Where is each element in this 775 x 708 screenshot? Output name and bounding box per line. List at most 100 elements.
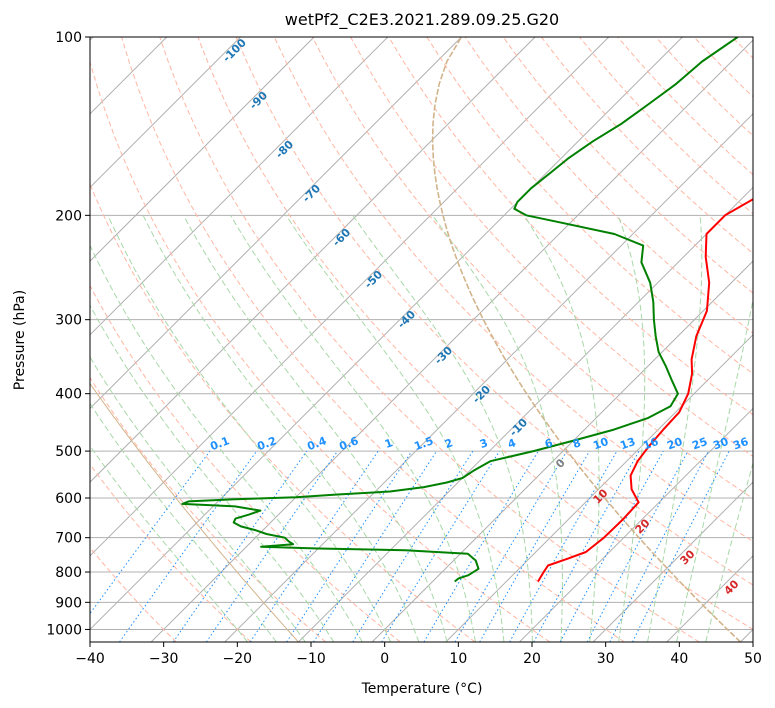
isotherm-line [90, 37, 462, 410]
mixing-ratio-line [559, 450, 664, 642]
isotherm-line [90, 37, 683, 631]
x-tick-label: −20 [223, 651, 253, 667]
isotherm-line [90, 37, 610, 557]
isotherm-line [150, 39, 753, 642]
mixing-ratio-line [119, 450, 258, 642]
moist-adiabat-line [90, 304, 335, 642]
moist-adiabat-line [183, 215, 448, 642]
isotherm-line [90, 37, 536, 483]
isotherm-line [90, 37, 315, 262]
x-tick-label: 50 [744, 651, 762, 667]
y-tick-label: 500 [55, 444, 82, 460]
temperature-profile-line [537, 198, 753, 583]
x-tick-label: 30 [597, 651, 615, 667]
moist-adiabat-line [90, 356, 306, 642]
mixing-ratio-line [352, 450, 474, 642]
isotherm-line [445, 334, 753, 642]
y-tick-label: 800 [55, 565, 82, 581]
dry-adiabat-line [388, 37, 753, 416]
mixing-ratio-label: 36 [731, 435, 750, 453]
mixing-ratio-line [632, 450, 730, 642]
mixing-ratio-label: 30 [711, 435, 730, 453]
dry-adiabat-line [502, 37, 753, 294]
dry-adiabat-line [90, 376, 327, 642]
mixing-ratio-label: 0.1 [208, 434, 231, 453]
mixing-ratio-label: 1.5 [412, 434, 435, 453]
y-tick-label: 100 [55, 30, 82, 46]
x-tick-label: 20 [523, 651, 541, 667]
x-tick-label: 40 [670, 651, 688, 667]
mixing-ratio-line [381, 450, 500, 642]
moist-adiabat-line [617, 215, 646, 642]
moist-adiabat-line [285, 215, 505, 642]
y-tick-label: 1000 [46, 622, 82, 638]
x-axis-label: Temperature (°C) [361, 681, 483, 697]
mixing-ratio-label: 25 [690, 435, 709, 452]
background-grid [90, 37, 753, 642]
x-axis-ticks: −40 −30 −20 −10 0 10 20 30 40 50 [75, 642, 762, 667]
isotherm-line [90, 37, 241, 189]
moist-adiabat-line [705, 461, 753, 642]
sounding-curves [181, 37, 753, 583]
mixing-ratio-line [286, 450, 413, 642]
outer-curve-line [431, 37, 741, 642]
moist-adiabat-line [647, 215, 703, 642]
x-tick-label: −10 [296, 651, 326, 667]
dry-adiabat-line [90, 182, 476, 642]
mixing-ratio-label: 0.4 [305, 434, 328, 453]
y-tick-label: 700 [55, 531, 82, 547]
mixing-ratio-line [205, 450, 338, 642]
y-tick-label: 600 [55, 491, 82, 507]
dry-adiabat-line [197, 37, 753, 630]
x-tick-label: −40 [75, 651, 105, 667]
moist-adiabat-line [107, 215, 391, 642]
dry-adiabat-line [311, 37, 753, 500]
mixing-ratio-line [90, 450, 211, 615]
y-axis-ticks: 100 200 300 400 500 600 700 800 900 1000 [46, 30, 90, 638]
dewpoint-profile-line [181, 37, 739, 583]
y-tick-label: 900 [55, 595, 82, 611]
isotherm-line [519, 407, 753, 642]
moist-adiabat-line [432, 215, 563, 642]
moist-adiabat-line [523, 215, 600, 642]
mixing-ratio-line [533, 450, 640, 642]
mixing-ratio-label: 16 [641, 435, 660, 453]
dry-adiabat-line [90, 463, 252, 642]
isotherm-line [371, 260, 753, 642]
outer-curve-line [90, 382, 299, 642]
dry-adiabat-line [90, 284, 401, 642]
moist-adiabat-line [230, 215, 476, 642]
dry-adiabat-line [90, 60, 551, 642]
moist-adiabat-line [90, 244, 363, 642]
x-tick-label: 10 [449, 651, 467, 667]
dry-adiabat-line [235, 37, 753, 586]
mixing-ratio-label: 8 [571, 436, 583, 451]
x-tick-label: 0 [380, 651, 389, 667]
dry-adiabat-line [426, 37, 753, 375]
mixing-ratio-line [172, 450, 308, 642]
moist-adiabat-line [90, 445, 248, 642]
isotherm-line [592, 481, 753, 642]
y-axis-label: Pressure (hPa) [12, 290, 28, 390]
chart-title: wetPf2_C2E3.2021.289.09.25.G20 [285, 10, 559, 30]
mixing-ratio-label: 6 [543, 436, 555, 451]
isotherm-line [224, 113, 753, 642]
mixing-ratio-label: 0.2 [255, 434, 278, 453]
mixing-ratio-label: 1 [383, 436, 395, 451]
mixing-ratio-label: 13 [618, 435, 637, 452]
mixing-ratio-label: 3 [478, 436, 490, 451]
isotherm-line [90, 37, 389, 336]
dry-adiabat-line [159, 37, 700, 642]
mixing-ratio-line [313, 450, 438, 642]
mixing-ratio-label: 0.6 [337, 434, 360, 453]
mixing-ratio-label: 20 [665, 435, 684, 453]
y-tick-label: 400 [55, 387, 82, 403]
mixing-ratio-label: 2 [443, 436, 455, 451]
mixing-ratio-label: 10 [591, 435, 610, 453]
mixing-ratio-label: 4 [506, 436, 518, 451]
moist-adiabat-line [352, 215, 533, 642]
moist-adiabat-line [142, 215, 420, 642]
x-tick-label: −30 [149, 651, 179, 667]
dry-adiabat-line [121, 37, 625, 642]
